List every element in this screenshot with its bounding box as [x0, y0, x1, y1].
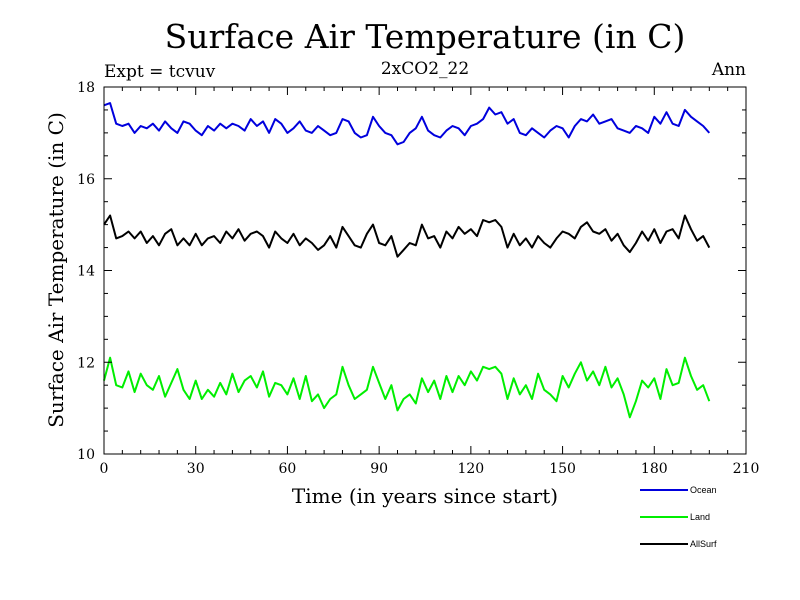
- chart-subtitle: 2xCO2_22: [381, 59, 469, 79]
- legend-label: Land: [690, 512, 710, 522]
- axes: 0 30 60 90 120 150 180 210 10 12 14 16 18: [77, 80, 759, 477]
- x-tick-label: 30: [187, 461, 205, 477]
- x-tick-label: 60: [279, 461, 297, 477]
- x-tick-label: 150: [549, 461, 576, 477]
- legend-label: AllSurf: [690, 539, 717, 549]
- legend-item-allsurf: AllSurf: [640, 539, 717, 549]
- plot-frame: [103, 86, 747, 455]
- x-tick-label: 120: [457, 461, 484, 477]
- legend: Ocean Land AllSurf: [640, 485, 717, 549]
- y-tick-label: 16: [77, 172, 95, 188]
- y-tick-label: 18: [77, 80, 95, 96]
- y-tick-label: 10: [77, 447, 95, 463]
- y-tick-label: 12: [77, 355, 95, 371]
- legend-item-ocean: Ocean: [640, 485, 717, 495]
- series-line-ocean: [103, 102, 711, 146]
- x-axis-label: Time (in years since start): [292, 484, 558, 508]
- plot-area: [103, 102, 711, 419]
- legend-label: Ocean: [690, 485, 717, 495]
- chart-title: Surface Air Temperature (in C): [165, 17, 686, 56]
- period-label: Ann: [711, 60, 746, 80]
- x-tick-label: 180: [641, 461, 668, 477]
- x-tick-label: 90: [370, 461, 388, 477]
- experiment-label: Expt = tcvuv: [104, 62, 216, 82]
- series-line-land: [103, 356, 711, 419]
- x-tick-label: 210: [733, 461, 760, 477]
- y-tick-label: 14: [77, 264, 95, 280]
- y-axis-label: Surface Air Temperature (in C): [44, 112, 68, 428]
- x-tick-label: 0: [100, 461, 109, 477]
- legend-item-land: Land: [640, 512, 710, 522]
- series-line-allsurf: [103, 214, 711, 258]
